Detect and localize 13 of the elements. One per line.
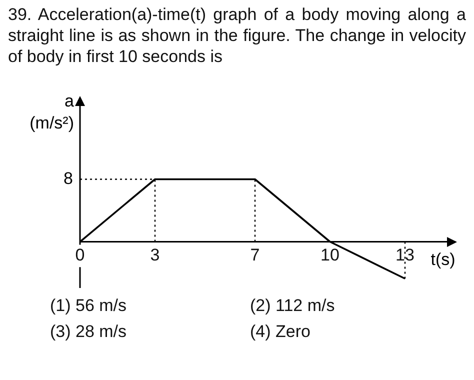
chart-title: 39. Acceleration(a)-time(t) graph of a body moving along a straight line is as shown in the figure. The change in velocity of body in first 10 seconds is — [8, 4, 466, 67]
text: (4) Zero — [250, 322, 312, 342]
x-tick-label: 13 — [396, 246, 414, 265]
text: (3) 28 m/s — [50, 322, 128, 342]
text: (1) 56 m/s — [50, 296, 128, 316]
text: (2) 112 m/s — [250, 296, 336, 316]
x-tick-label: 0 — [75, 246, 85, 265]
x-tick-label: 3 — [150, 246, 160, 265]
x-axis-title: t(s) — [430, 250, 456, 269]
x-tick-label: 7 — [250, 246, 260, 265]
y-axis-title: a (m/s²) — [30, 92, 75, 133]
x-tick-label: 10 — [320, 246, 340, 265]
annotation: 8 — [64, 168, 73, 188]
